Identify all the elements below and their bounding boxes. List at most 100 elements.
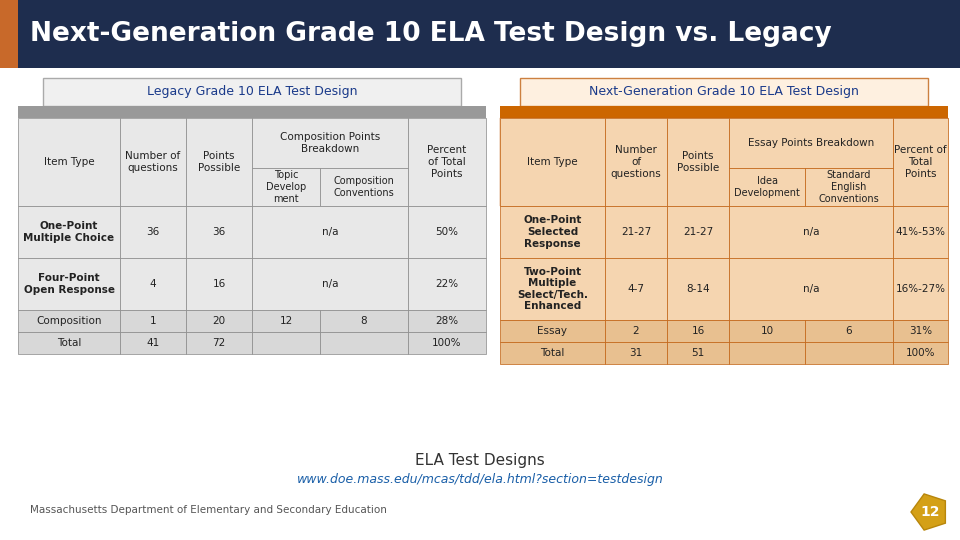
FancyBboxPatch shape <box>605 118 667 206</box>
Text: Item Type: Item Type <box>44 157 94 167</box>
FancyBboxPatch shape <box>500 118 605 206</box>
FancyBboxPatch shape <box>667 206 729 258</box>
FancyBboxPatch shape <box>186 206 252 258</box>
Text: 36: 36 <box>212 227 226 237</box>
FancyBboxPatch shape <box>500 258 605 320</box>
FancyBboxPatch shape <box>605 320 667 342</box>
FancyBboxPatch shape <box>729 320 805 342</box>
FancyBboxPatch shape <box>605 206 667 258</box>
FancyBboxPatch shape <box>408 118 486 206</box>
FancyBboxPatch shape <box>729 118 893 168</box>
Text: 2: 2 <box>633 326 639 336</box>
Text: Total: Total <box>540 348 564 358</box>
Text: 16: 16 <box>212 279 226 289</box>
FancyBboxPatch shape <box>500 342 605 364</box>
FancyBboxPatch shape <box>893 118 948 206</box>
FancyBboxPatch shape <box>0 0 18 68</box>
FancyBboxPatch shape <box>43 78 461 106</box>
Text: 31%: 31% <box>909 326 932 336</box>
Text: Percent of
Total
Points: Percent of Total Points <box>894 145 947 179</box>
FancyBboxPatch shape <box>252 332 320 354</box>
Text: Composition
Conventions: Composition Conventions <box>333 176 395 198</box>
FancyBboxPatch shape <box>667 342 729 364</box>
FancyBboxPatch shape <box>186 118 252 206</box>
Text: Topic
Develop
ment: Topic Develop ment <box>266 171 306 204</box>
FancyBboxPatch shape <box>893 342 948 364</box>
FancyBboxPatch shape <box>408 332 486 354</box>
FancyBboxPatch shape <box>408 206 486 258</box>
FancyBboxPatch shape <box>120 118 186 206</box>
Text: 41%-53%: 41%-53% <box>896 227 946 237</box>
Text: 100%: 100% <box>905 348 935 358</box>
FancyBboxPatch shape <box>605 342 667 364</box>
Text: 21-27: 21-27 <box>621 227 651 237</box>
FancyBboxPatch shape <box>729 342 805 364</box>
Text: 8: 8 <box>361 316 368 326</box>
FancyBboxPatch shape <box>408 258 486 310</box>
FancyBboxPatch shape <box>500 118 948 206</box>
Text: 72: 72 <box>212 338 226 348</box>
FancyBboxPatch shape <box>0 0 960 68</box>
FancyBboxPatch shape <box>893 258 948 320</box>
FancyBboxPatch shape <box>120 258 186 310</box>
FancyBboxPatch shape <box>252 118 408 168</box>
FancyBboxPatch shape <box>18 106 486 118</box>
Text: 6: 6 <box>846 326 852 336</box>
FancyBboxPatch shape <box>252 206 408 258</box>
FancyBboxPatch shape <box>805 342 893 364</box>
Text: Item Type: Item Type <box>527 157 578 167</box>
Text: 12: 12 <box>921 505 940 519</box>
FancyBboxPatch shape <box>520 78 928 106</box>
FancyBboxPatch shape <box>605 258 667 320</box>
Text: Essay Points Breakdown: Essay Points Breakdown <box>748 138 875 148</box>
FancyBboxPatch shape <box>729 168 805 206</box>
Text: 41: 41 <box>146 338 159 348</box>
FancyBboxPatch shape <box>729 206 893 258</box>
FancyBboxPatch shape <box>805 168 893 206</box>
Text: Two-Point
Multiple
Select/Tech.
Enhanced: Two-Point Multiple Select/Tech. Enhanced <box>517 267 588 312</box>
FancyBboxPatch shape <box>667 320 729 342</box>
Text: Composition Points
Breakdown: Composition Points Breakdown <box>280 132 380 154</box>
FancyBboxPatch shape <box>18 310 120 332</box>
Text: 4: 4 <box>150 279 156 289</box>
Text: Number of
questions: Number of questions <box>126 151 180 173</box>
FancyBboxPatch shape <box>500 106 948 118</box>
FancyBboxPatch shape <box>186 332 252 354</box>
FancyBboxPatch shape <box>667 258 729 320</box>
Text: 50%: 50% <box>436 227 459 237</box>
FancyBboxPatch shape <box>805 320 893 342</box>
Text: Idea
Development: Idea Development <box>734 176 800 198</box>
Text: Next-Generation Grade 10 ELA Test Design vs. Legacy: Next-Generation Grade 10 ELA Test Design… <box>30 21 831 47</box>
FancyBboxPatch shape <box>729 258 893 320</box>
Text: 20: 20 <box>212 316 226 326</box>
Text: One-Point
Multiple Choice: One-Point Multiple Choice <box>23 221 114 243</box>
Text: 10: 10 <box>760 326 774 336</box>
Text: n/a: n/a <box>322 227 338 237</box>
Text: Total: Total <box>57 338 82 348</box>
Text: One-Point
Selected
Response: One-Point Selected Response <box>523 215 582 248</box>
FancyBboxPatch shape <box>18 206 120 258</box>
Text: 100%: 100% <box>432 338 462 348</box>
Text: 28%: 28% <box>436 316 459 326</box>
Text: Percent
of Total
Points: Percent of Total Points <box>427 145 467 179</box>
FancyBboxPatch shape <box>18 332 120 354</box>
Text: Massachusetts Department of Elementary and Secondary Education: Massachusetts Department of Elementary a… <box>30 505 387 515</box>
Text: n/a: n/a <box>803 227 819 237</box>
FancyBboxPatch shape <box>320 310 408 332</box>
Text: Number
of
questions: Number of questions <box>611 145 661 179</box>
FancyBboxPatch shape <box>120 310 186 332</box>
FancyBboxPatch shape <box>500 320 605 342</box>
Text: 51: 51 <box>691 348 705 358</box>
FancyBboxPatch shape <box>667 118 729 206</box>
Text: 4-7: 4-7 <box>628 284 644 294</box>
Text: n/a: n/a <box>803 284 819 294</box>
Text: ELA Test Designs: ELA Test Designs <box>415 453 545 468</box>
Text: Essay: Essay <box>538 326 567 336</box>
FancyBboxPatch shape <box>320 168 408 206</box>
Text: 21-27: 21-27 <box>683 227 713 237</box>
FancyBboxPatch shape <box>408 310 486 332</box>
Text: Points
Possible: Points Possible <box>198 151 240 173</box>
Text: 31: 31 <box>630 348 642 358</box>
FancyBboxPatch shape <box>186 258 252 310</box>
FancyBboxPatch shape <box>893 206 948 258</box>
